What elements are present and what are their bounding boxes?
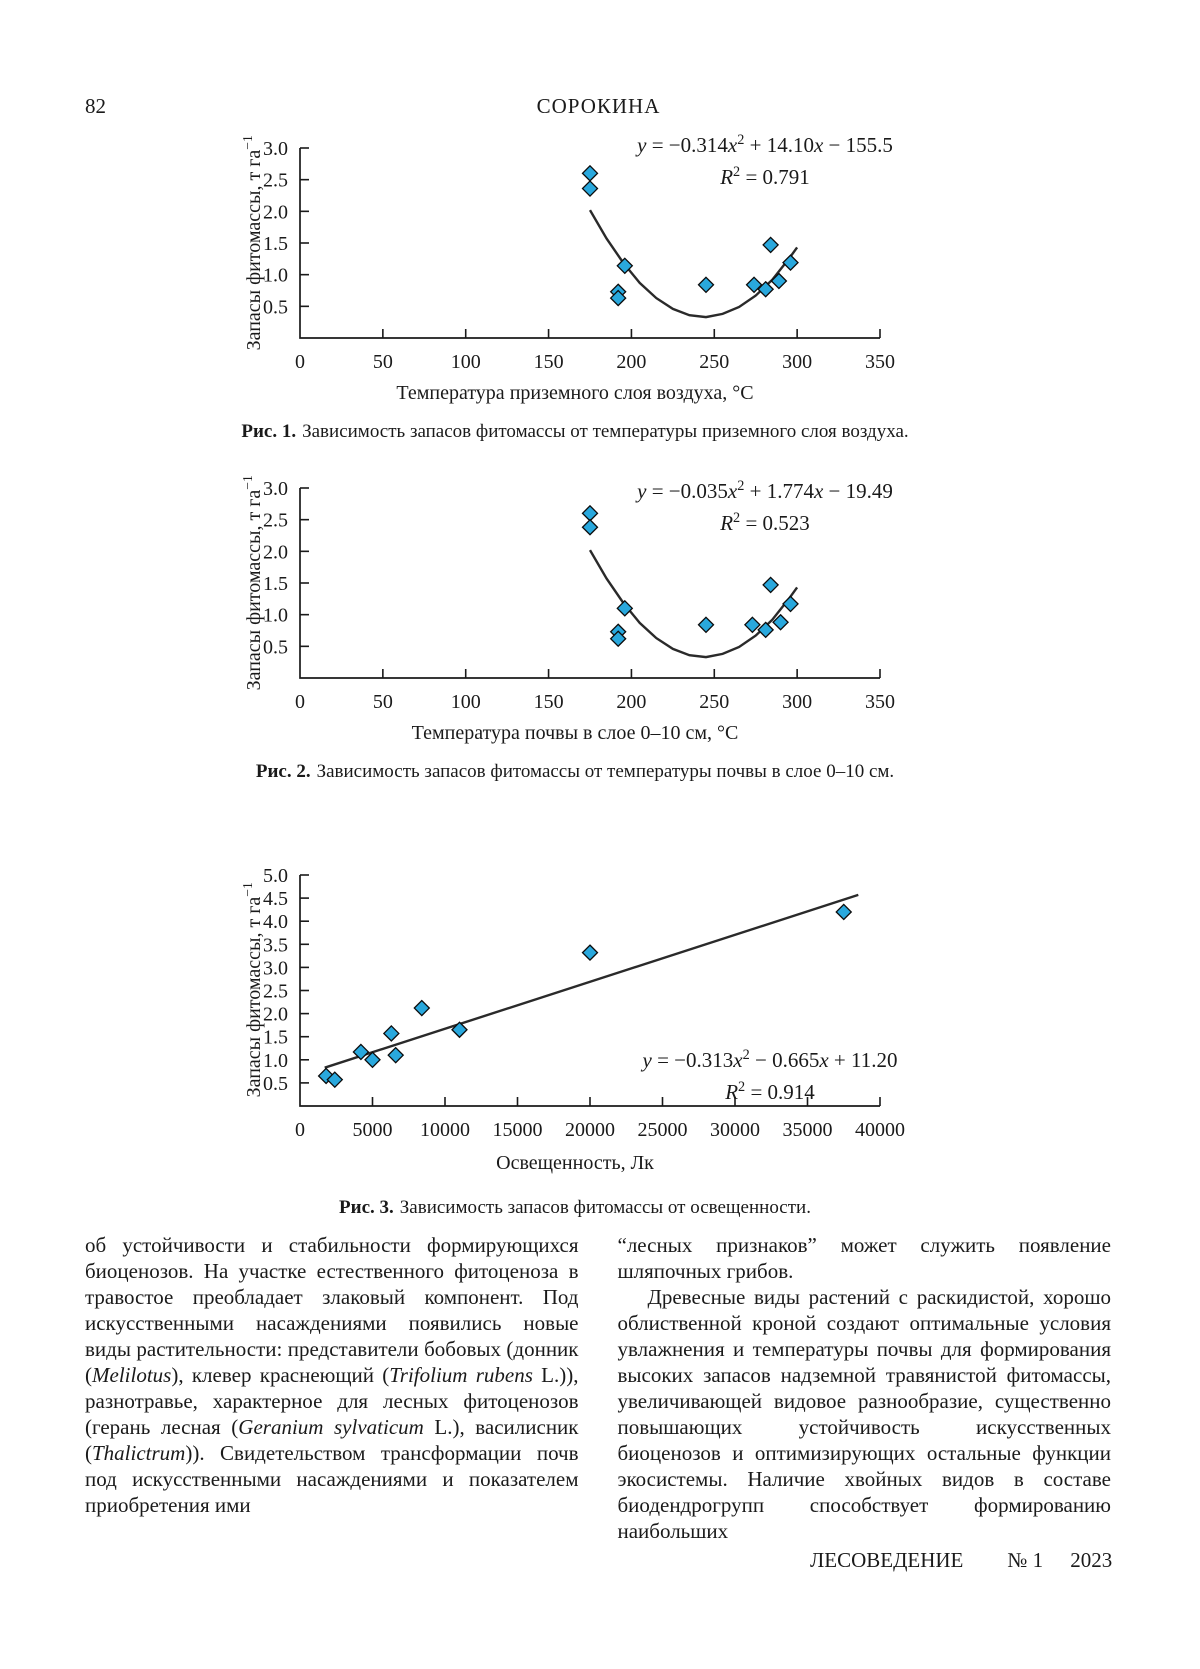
paragraph: “лесных признаков” может служить появлен… [617,1233,1112,1283]
svg-text:50: 50 [373,351,393,373]
svg-text:2.0: 2.0 [263,201,288,223]
left-column: об устойчивости и стабильности формирующ… [85,1232,579,1544]
fig1-caption-label: Рис. 1. [241,421,297,442]
fig3-x-axis-label: Освещенность, Лк [496,1152,654,1174]
svg-text:5.0: 5.0 [263,865,288,887]
fig1-caption-text: Зависимость запасов фитомассы от темпера… [302,421,909,442]
fig3-caption: Рис. 3. Зависимость запасов фитомассы от … [225,1197,925,1219]
svg-text:200: 200 [616,351,646,373]
fig2-scatter-chart: 0.5 1.0 1.5 2.0 2.5 3.0 0 50 100 150 200 250 300 350 [263,478,895,713]
page-number: 82 [85,94,106,118]
issue-number: № 1 [1007,1548,1044,1572]
svg-text:3.5: 3.5 [263,934,288,956]
fig3-y-axis-label: Запасы фитомассы, т га−1 [240,882,265,1098]
svg-text:0: 0 [295,1119,305,1141]
y-axis-ticks: 0.51.01.52.02.53.03.54.04.55.0 [263,865,309,1095]
svg-text:1.0: 1.0 [263,1050,288,1072]
fig1-caption: Рис. 1. Зависимость запасов фитомассы от … [225,421,925,443]
right-column: “лесных признаков” может служить появлен… [618,1232,1112,1544]
svg-text:3.0: 3.0 [263,138,288,160]
svg-text:1.5: 1.5 [263,1027,288,1049]
svg-text:30000: 30000 [710,1119,760,1141]
svg-text:300: 300 [782,351,812,373]
svg-text:35000: 35000 [783,1119,833,1141]
svg-text:350: 350 [865,351,895,373]
svg-text:3.0: 3.0 [263,957,288,979]
svg-text:150: 150 [534,351,564,373]
figure-1: Запасы фитомассы, т га−1 0.5 1.0 1.5 2.0 2.5… [225,128,925,443]
data-points [581,504,799,648]
svg-text:15000: 15000 [493,1119,543,1141]
svg-text:5000: 5000 [353,1119,393,1141]
svg-text:350: 350 [865,691,895,713]
fig2-caption-text: Зависимость запасов фитомассы от темпера… [316,761,895,782]
journal-name: ЛЕСОВЕДЕНИЕ [810,1548,964,1572]
svg-text:2.0: 2.0 [263,1004,288,1026]
svg-text:1.5: 1.5 [263,233,288,255]
figure-2: Запасы фитомассы, т га−1 0.5 1.0 1.5 2.0 2.5… [225,468,925,783]
data-points [317,903,853,1089]
fig2-x-axis-label: Температура почвы в слое 0–10 см, °С [411,722,739,744]
data-points [581,164,799,307]
fig2-caption-label: Рис. 2. [255,761,311,782]
fig1-scatter-chart: 0.5 1.0 1.5 2.0 2.5 3.0 0 50 100 150 200 250 300 350 [263,138,895,373]
fig1-regression-equation: y = −0.314x2 + 14.10x − 155.5 R2 = 0.791 [637,132,893,189]
svg-text:2.0: 2.0 [263,541,288,563]
trend-line [324,893,859,1069]
x-axis-ticks: 0 5000 10000 15000 20000 25000 30000 35000 40000 [295,1097,905,1141]
fig2-caption: Рис. 2. Зависимость запасов фитомассы от … [225,761,925,783]
svg-text:3.0: 3.0 [263,478,288,500]
svg-text:40000: 40000 [855,1119,905,1141]
svg-text:4.5: 4.5 [263,888,288,910]
svg-text:20000: 20000 [565,1119,615,1141]
svg-text:4.0: 4.0 [263,911,288,933]
svg-text:1.5: 1.5 [263,573,288,595]
x-axis-ticks: 0 50 100 150 200 250 300 350 [295,329,895,373]
fig1-x-axis-label: Температура приземного слоя воздуха, °С [396,382,754,404]
page-footer: ЛЕСОВЕДЕНИЕ № 1 2023 [810,1548,1112,1573]
fig1-y-axis-label: Запасы фитомассы, т га−1 [240,135,265,351]
svg-text:50: 50 [373,691,393,713]
svg-text:1.0: 1.0 [263,265,288,287]
svg-text:300: 300 [782,691,812,713]
svg-text:2.5: 2.5 [263,170,288,192]
fig3-caption-label: Рис. 3. [339,1197,394,1218]
svg-text:0: 0 [295,351,305,373]
svg-text:150: 150 [534,691,564,713]
paragraph: об устойчивости и стабильности формирующ… [85,1233,579,1517]
year: 2023 [1070,1548,1113,1572]
svg-text:1.0: 1.0 [263,605,288,627]
svg-text:100: 100 [451,351,481,373]
fig3-scatter-chart: 0.51.01.52.02.53.03.54.04.55.0 0 5000 10000… [263,865,905,1141]
figure-3: Запасы фитомассы, т га−1 0.5 1.0 1.5 2.0 2.5… [225,855,925,1219]
x-axis-ticks: 0 50 100 150 200 250 300 350 [295,669,895,713]
svg-text:0.5: 0.5 [263,1073,288,1095]
svg-text:200: 200 [616,691,646,713]
body-text: об устойчивости и стабильности формирующ… [85,1232,1111,1544]
paragraph: Древесные виды растений с раскидистой, х… [617,1285,1112,1543]
fig3-regression-equation: y = −0.313x2 − 0.665x + 11.20 R2 = 0.914 [642,1047,898,1104]
running-title: СОРОКИНА [536,94,661,118]
svg-text:2.5: 2.5 [263,981,288,1003]
svg-text:2.5: 2.5 [263,510,288,532]
svg-text:100: 100 [451,691,481,713]
fig2-y-axis-label: Запасы фитомассы, т га−1 [240,475,265,691]
fig3-caption-text: Зависимость запасов фитомассы от освещен… [399,1197,811,1218]
svg-text:25000: 25000 [638,1119,688,1141]
svg-text:250: 250 [699,351,729,373]
y-axis-ticks: 0.5 1.0 1.5 2.0 2.5 3.0 [263,478,309,658]
axes [299,875,880,1107]
svg-text:0: 0 [295,691,305,713]
y-axis-ticks: 0.5 1.0 1.5 2.0 2.5 3.0 [263,138,309,318]
svg-text:0.5: 0.5 [263,296,288,318]
page-header: 82 СОРОКИНА [85,94,1112,120]
svg-text:250: 250 [699,691,729,713]
svg-text:10000: 10000 [420,1119,470,1141]
fig2-regression-equation: y = −0.035x2 + 1.774x − 19.49 R2 = 0.523 [637,478,893,535]
svg-text:0.5: 0.5 [263,636,288,658]
